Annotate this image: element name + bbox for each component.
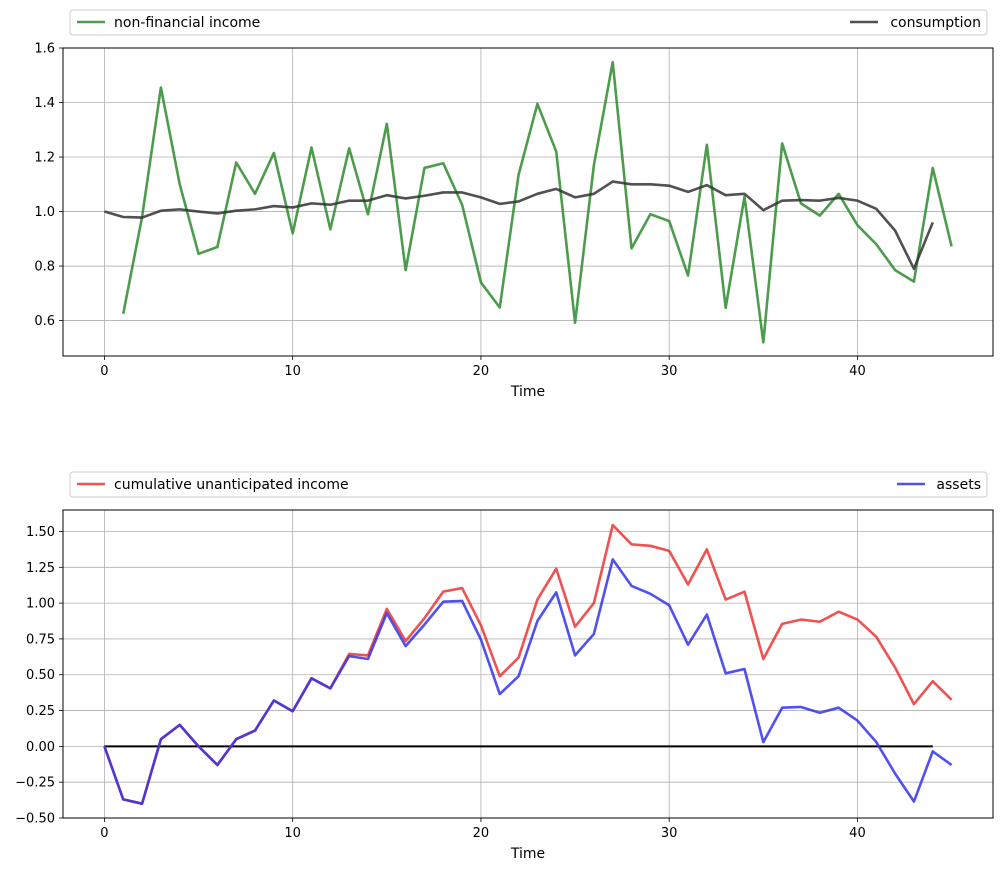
x-tick-label: 0 — [100, 364, 108, 379]
x-tick-label: 10 — [284, 826, 301, 841]
legend-label-cumulative-unanticipated-income: cumulative unanticipated income — [114, 477, 349, 493]
y-tick-label: 1.6 — [34, 42, 55, 57]
x-tick-label: 40 — [849, 364, 866, 379]
top-plot-frame — [62, 47, 994, 357]
y-tick-label: 0.8 — [34, 260, 55, 275]
y-tick-label: 1.4 — [34, 96, 55, 111]
bottom-panel: cumulative unanticipated income assets 0… — [15, 471, 994, 862]
y-tick-label: −0.25 — [15, 776, 55, 791]
x-tick-label: 0 — [100, 826, 108, 841]
x-tick-label: 40 — [849, 826, 866, 841]
bottom-plot-frame — [62, 509, 994, 819]
bottom-legend-box — [69, 471, 988, 498]
top-legend-box — [69, 9, 988, 36]
legend-label-assets: assets — [936, 477, 981, 493]
y-tick-label: 1.0 — [34, 205, 55, 220]
x-tick-label: 30 — [661, 364, 678, 379]
top-panel: non-financial income consumption 0 10 20 30… — [34, 9, 994, 400]
series-line-non-financial-income — [121, 60, 953, 344]
y-tick-label: 1.50 — [26, 525, 55, 540]
top-grid — [63, 47, 993, 356]
y-tick-label: 0.6 — [34, 314, 55, 329]
bottom-series — [103, 523, 953, 805]
legend-label-consumption: consumption — [890, 15, 981, 31]
x-tick-label: 20 — [473, 364, 490, 379]
x-tick-label: 30 — [661, 826, 678, 841]
y-tick-label: 1.25 — [26, 561, 55, 576]
series-line-assets — [103, 558, 953, 805]
bottom-ticks: 0 10 20 30 40 −0.50 −0.25 0.00 0.25 0.50 0.75 1.00 1… — [15, 525, 866, 841]
x-tick-label: 20 — [473, 826, 490, 841]
top-legend: non-financial income consumption — [69, 9, 988, 36]
x-tick-label: 10 — [284, 364, 301, 379]
bottom-legend: cumulative unanticipated income assets — [69, 471, 988, 498]
bottom-x-axis-label: Time — [510, 846, 545, 862]
top-ticks: 0 10 20 30 40 0.6 0.8 1.0 1.2 1.4 1.6 — [34, 42, 865, 380]
y-tick-label: 0.50 — [26, 668, 55, 683]
y-tick-label: 1.2 — [34, 151, 55, 166]
series-line-consumption — [104, 180, 934, 271]
top-x-axis-label: Time — [510, 384, 545, 400]
legend-label-non-financial-income: non-financial income — [114, 15, 260, 31]
y-tick-label: 1.00 — [26, 597, 55, 612]
y-tick-label: 0.75 — [26, 632, 55, 647]
y-tick-label: −0.50 — [15, 812, 55, 827]
top-series — [104, 60, 953, 344]
y-tick-label: 0.25 — [26, 704, 55, 719]
y-tick-label: 0.00 — [26, 740, 55, 755]
